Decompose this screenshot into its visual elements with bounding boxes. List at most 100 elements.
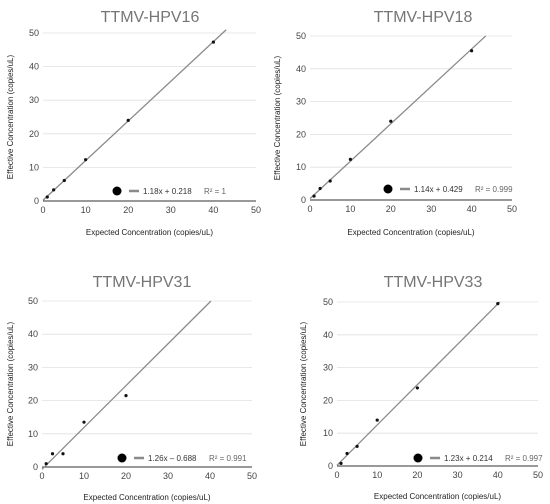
data-point [44, 462, 48, 466]
y-tick-label: 40 [296, 64, 306, 74]
data-point [62, 178, 66, 183]
data-point [496, 302, 500, 306]
chart-title: TTMV-HPV31 [93, 274, 192, 291]
x-tick-label: 20 [123, 205, 133, 215]
x-tick-label: 20 [412, 470, 422, 480]
x-axis-label: Expected Concentration (copies/uL) [83, 493, 211, 502]
data-point [389, 119, 393, 123]
y-tick-label: 20 [28, 396, 38, 406]
y-tick-label: 40 [29, 62, 39, 72]
y-tick-label: 30 [28, 362, 38, 372]
legend-r2: R² = 0.997 [505, 454, 543, 463]
chart-panel-2: TTMV-HPV18 0 10 20 30 40 50 0 10 20 30 40 50 Expected… [273, 9, 517, 237]
chart-title: TTMV-HPV16 [101, 9, 200, 26]
chart-title: TTMV-HPV33 [384, 274, 483, 291]
legend-marker-dot [383, 184, 393, 194]
data-point [415, 386, 419, 390]
x-tick-label: 50 [533, 470, 543, 480]
data-point [124, 394, 128, 398]
data-point [375, 418, 379, 422]
legend-r2: R² = 0.991 [209, 454, 247, 463]
x-tick-label: 40 [493, 470, 503, 480]
legend-equation: 1.23x + 0.214 [444, 454, 493, 463]
data-point [61, 452, 65, 456]
legend-marker-dot [117, 453, 127, 463]
chart-title: TTMV-HPV18 [374, 9, 473, 26]
y-tick-label: 40 [323, 330, 333, 340]
x-tick-label: 10 [345, 204, 355, 214]
x-tick-label: 30 [166, 205, 176, 215]
y-tick-label: 0 [301, 195, 306, 205]
data-point [470, 49, 474, 53]
legend-r2: R² = 1 [204, 187, 227, 196]
data-point [339, 461, 343, 465]
y-axis-label: Effective Concentration (copies/uL) [299, 321, 308, 446]
x-tick-label: 20 [386, 204, 396, 214]
data-point [312, 194, 316, 198]
data-point [52, 188, 56, 192]
y-axis-label: Effective Concentration (copies/uL) [6, 54, 15, 179]
x-tick-label: 10 [81, 205, 91, 215]
data-point [211, 40, 215, 44]
x-axis-label: Expected Concentration (copies/uL) [86, 228, 214, 237]
x-tick-label: 30 [453, 470, 463, 480]
y-tick-label: 50 [323, 297, 333, 307]
chart-panel-1: TTMV-HPV16 0 10 20 30 40 50 0 10 20 30 40 50 Expected… [6, 9, 261, 237]
y-tick-label: 10 [29, 162, 39, 172]
data-point [355, 444, 359, 448]
data-point [318, 186, 322, 191]
x-tick-label: 0 [307, 204, 312, 214]
y-tick-label: 0 [328, 461, 333, 471]
x-axis-label: Expected Concentration (copies/uL) [374, 492, 502, 501]
y-tick-label: 20 [296, 129, 306, 139]
trendline [41, 300, 212, 470]
y-tick-label: 10 [28, 429, 38, 439]
legend-equation: 1.18x + 0.218 [143, 187, 192, 196]
x-tick-label: 20 [121, 471, 131, 481]
x-tick-label: 40 [208, 205, 218, 215]
x-tick-label: 0 [39, 471, 44, 481]
legend-marker-dot [112, 186, 122, 196]
legend-equation: 1.26x – 0.688 [148, 454, 197, 463]
data-point [50, 452, 55, 456]
x-tick-label: 50 [251, 205, 261, 215]
data-point [328, 179, 332, 183]
x-tick-label: 30 [426, 204, 436, 214]
chart-panel-3: TTMV-HPV31 0 10 20 30 40 50 0 10 20 30 40 50 Expected… [6, 274, 257, 502]
data-point [348, 157, 352, 161]
x-tick-label: 10 [372, 470, 382, 480]
x-tick-label: 0 [40, 205, 45, 215]
y-tick-label: 40 [28, 329, 38, 339]
data-point [82, 420, 86, 424]
y-tick-label: 50 [28, 296, 38, 306]
x-tick-label: 40 [205, 471, 215, 481]
y-tick-label: 50 [296, 31, 306, 41]
y-tick-label: 30 [29, 95, 39, 105]
y-tick-label: 30 [323, 363, 333, 373]
y-axis-label: Effective Concentration (copies/uL) [273, 55, 282, 180]
trendline [336, 301, 501, 466]
trendline [309, 35, 487, 200]
legend-r2: R² = 0.999 [475, 185, 513, 194]
y-tick-label: 0 [34, 196, 39, 206]
trendline [42, 29, 227, 201]
y-tick-label: 10 [296, 162, 306, 172]
x-tick-label: 10 [79, 471, 89, 481]
x-axis-label: Expected Concentration (copies/uL) [347, 228, 475, 237]
y-tick-label: 0 [33, 462, 38, 472]
y-tick-label: 30 [296, 97, 306, 107]
x-tick-label: 50 [507, 204, 517, 214]
legend-equation: 1.14x + 0.429 [414, 185, 463, 194]
y-axis-label: Effective Concentration (copies/uL) [6, 321, 15, 446]
legend-marker-dot [413, 453, 423, 463]
x-tick-label: 0 [334, 470, 339, 480]
data-point [84, 158, 88, 162]
data-point [45, 195, 49, 199]
y-tick-label: 10 [323, 428, 333, 438]
x-tick-label: 30 [163, 471, 173, 481]
y-tick-label: 50 [29, 28, 39, 38]
data-point [126, 118, 130, 122]
data-point [345, 451, 349, 456]
y-tick-label: 20 [323, 395, 333, 405]
